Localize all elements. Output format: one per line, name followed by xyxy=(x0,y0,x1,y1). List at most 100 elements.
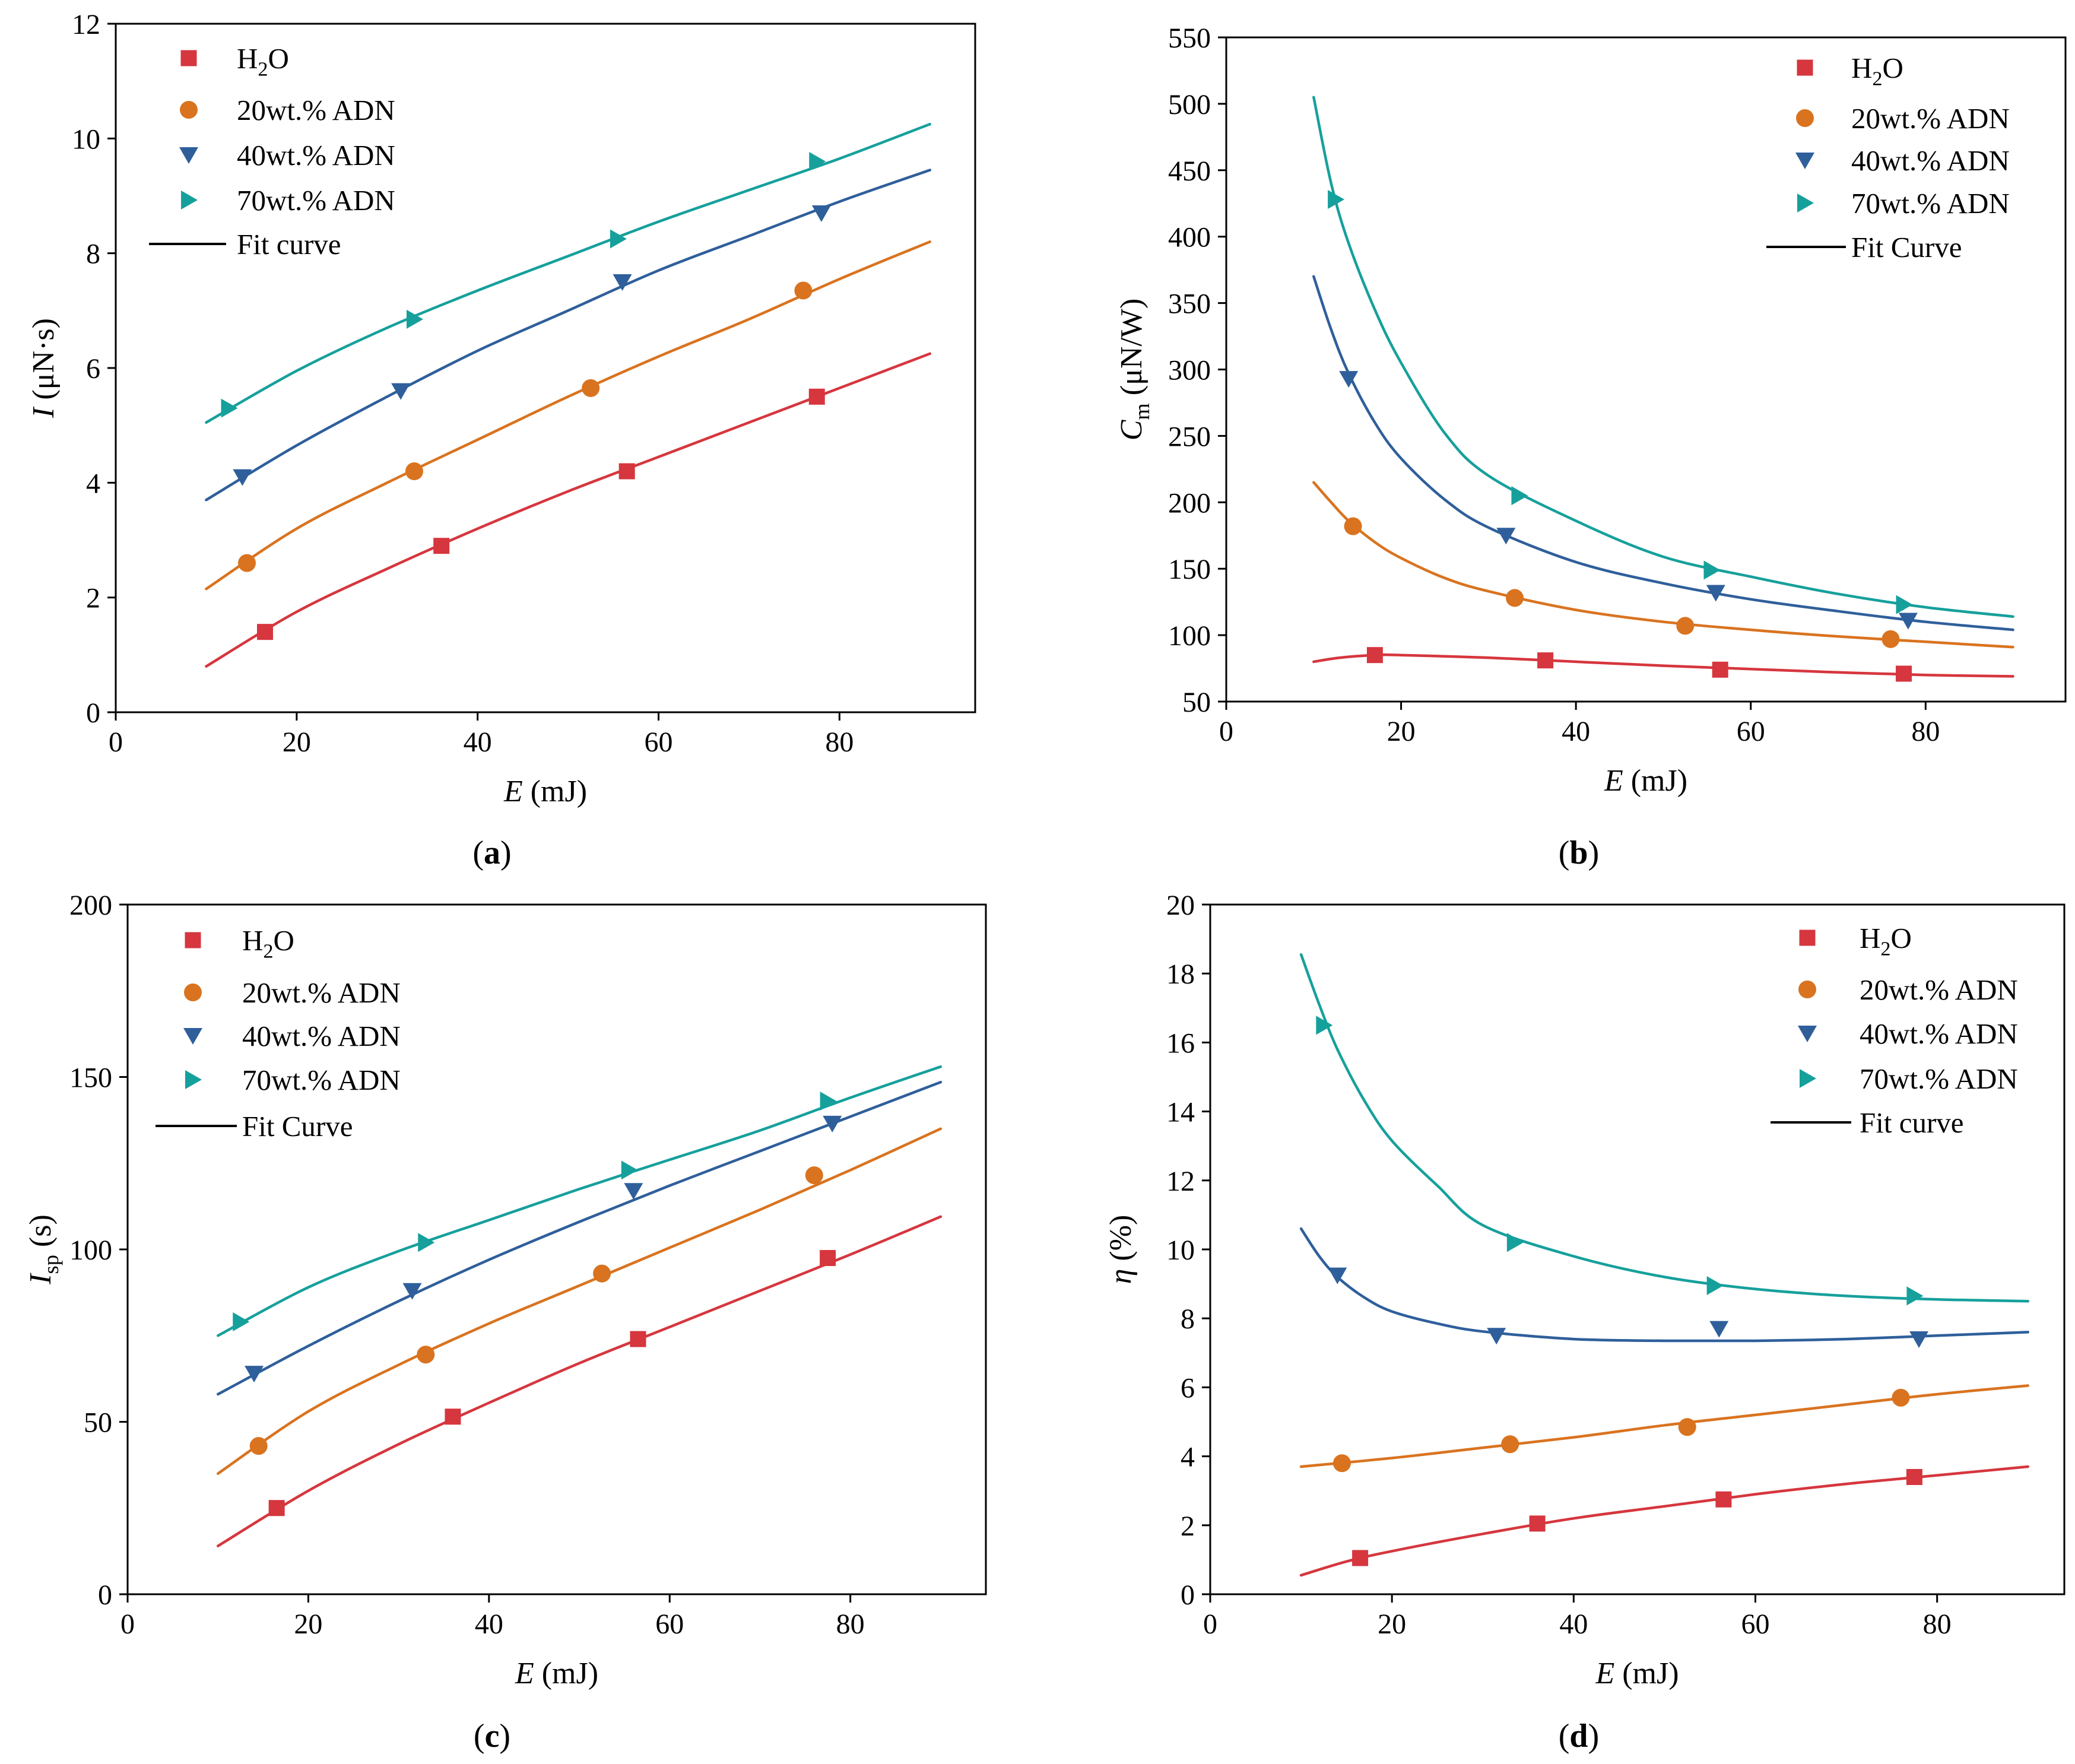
marker-40wt-adn-3 xyxy=(624,1183,643,1200)
x-axis: 0 20 40 60 80 xyxy=(1219,702,1940,747)
legend-label: H xyxy=(1860,922,1880,954)
y-tick-label: 100 xyxy=(1168,620,1211,652)
legend-marker-h2o xyxy=(1799,929,1816,946)
x-axis-label: E (mJ) xyxy=(503,775,587,808)
marker-40wt-adn-2 xyxy=(402,1283,422,1300)
fit-curve-h2o xyxy=(1299,1465,2030,1577)
legend-marker-70wt-adn xyxy=(181,191,198,210)
x-tick-label: 0 xyxy=(109,726,123,758)
legend-entry-40wt-adn: 40wt.% ADN xyxy=(1795,144,2010,177)
fit-curve-40wt-adn xyxy=(205,169,932,502)
marker-h2o-4 xyxy=(1896,665,1912,682)
marker-70wt-adn-2 xyxy=(1506,1233,1524,1252)
legend-marker-70wt-adn xyxy=(1797,193,1814,212)
marker-40wt-adn-2 xyxy=(1487,1328,1506,1345)
marker-70wt-adn-3 xyxy=(610,229,627,249)
y-axis-label: I (μN·s) xyxy=(27,318,61,418)
marker-40wt-adn-1 xyxy=(1339,371,1359,388)
marker-20wt-adn-4 xyxy=(794,281,813,300)
legend: H2O 20wt.% ADN 40wt.% ADN 70wt.% ADN Fit cur… xyxy=(149,42,395,261)
legend-text-70wt-adn: 70wt.% ADN xyxy=(237,184,395,217)
x-tick-label: 0 xyxy=(120,1608,135,1640)
marker-h2o-4 xyxy=(808,388,825,405)
fit-curve-20wt-adn xyxy=(1299,1384,2030,1468)
legend-entry-h2o: H2O xyxy=(1797,52,1903,90)
legend-text-h2o: H2O xyxy=(237,42,289,80)
y-tick-label: 0 xyxy=(1181,1579,1195,1611)
y-tick-label: 350 xyxy=(1168,288,1211,320)
y-tick-label: 4 xyxy=(86,468,100,499)
panel-label-letter: b xyxy=(1569,835,1588,871)
y-tick-label: 12 xyxy=(1166,1166,1195,1197)
fit-curve-70wt-adn xyxy=(1299,953,2030,1303)
marker-h2o-3 xyxy=(618,463,635,480)
panel-label-letter: c xyxy=(485,1718,500,1755)
marker-70wt-adn-1 xyxy=(1316,1016,1333,1035)
x-tick-label: 80 xyxy=(825,726,854,758)
legend-label: H xyxy=(1851,52,1872,84)
legend-text-70wt-adn: 70wt.% ADN xyxy=(242,1064,401,1096)
marker-h2o-1 xyxy=(268,1500,285,1516)
legend-entry-h2o: H2O xyxy=(185,924,294,962)
x-tick-label: 60 xyxy=(655,1608,684,1640)
marker-h2o-2 xyxy=(1529,1515,1546,1532)
marker-20wt-adn-4 xyxy=(1892,1388,1910,1407)
legend-label: H xyxy=(242,924,263,957)
y-tick-label: 8 xyxy=(1181,1303,1195,1335)
series-40wt-adn xyxy=(205,169,932,502)
panel-label-close: ) xyxy=(1588,1718,1600,1755)
x-tick-label: 20 xyxy=(1378,1608,1406,1640)
legend-entry-40wt-adn: 40wt.% ADN xyxy=(183,1020,401,1052)
series-h2o xyxy=(205,352,932,668)
marker-40wt-adn-1 xyxy=(245,1366,264,1383)
series-70wt-adn xyxy=(205,122,932,424)
panel-label-open: ( xyxy=(472,835,484,871)
legend-label-subscript: 2 xyxy=(258,58,268,80)
marker-40wt-adn-2 xyxy=(391,383,411,400)
y-axis-unit: (%) xyxy=(1104,1215,1138,1269)
y-tick-label: 10 xyxy=(72,123,100,155)
y-tick-label: 300 xyxy=(1168,355,1211,386)
y-tick-label: 20 xyxy=(1166,890,1195,921)
marker-70wt-adn-2 xyxy=(418,1233,435,1252)
y-axis-unit: (μN/W) xyxy=(1115,299,1148,404)
marker-70wt-adn-2 xyxy=(406,309,423,329)
y-tick-label: 14 xyxy=(1166,1097,1195,1128)
x-axis-label: E (mJ) xyxy=(515,1657,598,1690)
y-axis: 0 2 4 6 8 10 12 xyxy=(72,9,116,729)
x-tick-label: 20 xyxy=(283,726,311,758)
y-tick-label: 6 xyxy=(1181,1372,1195,1404)
legend-label-rest: O xyxy=(1883,52,1903,84)
panel-label: (c) xyxy=(474,1718,510,1755)
legend-marker-h2o xyxy=(180,50,197,66)
legend-entry-70wt-adn: 70wt.% ADN xyxy=(185,1064,401,1096)
legend-label: 70wt.% ADN xyxy=(1860,1062,2018,1095)
legend-label: 40wt.% ADN xyxy=(237,139,395,172)
panel-label: (d) xyxy=(1559,1718,1599,1755)
marker-70wt-adn-4 xyxy=(1896,595,1913,614)
x-tick-label: 60 xyxy=(1737,716,1765,747)
marker-40wt-adn-4 xyxy=(811,205,831,222)
legend-label: 40wt.% ADN xyxy=(1851,144,2010,177)
y-axis: 50 100 150 200 250 300 350 400 450 500 550 xyxy=(1168,23,1226,718)
x-tick-label: 40 xyxy=(475,1608,503,1640)
y-tick-label: 200 xyxy=(1168,487,1211,519)
legend-text-40wt-adn: 40wt.% ADN xyxy=(1851,144,2010,177)
series-70wt-adn xyxy=(1299,953,2030,1306)
fit-curve-20wt-adn xyxy=(1312,481,2014,649)
legend-entry-70wt-adn: 70wt.% ADN xyxy=(1797,187,2010,220)
marker-h2o-2 xyxy=(445,1408,461,1425)
legend-text-40wt-adn: 40wt.% ADN xyxy=(237,139,395,172)
legend-marker-20wt-adn xyxy=(1798,981,1816,998)
y-tick-label: 12 xyxy=(72,9,100,40)
fit-curve-h2o xyxy=(216,1215,943,1547)
x-tick-label: 80 xyxy=(1923,1608,1952,1640)
y-axis-symbol: η xyxy=(1104,1269,1138,1284)
x-axis-unit: (mJ) xyxy=(523,775,587,808)
legend-marker-20wt-adn xyxy=(1796,109,1814,127)
legend-label: 70wt.% ADN xyxy=(237,184,395,217)
legend-label: H xyxy=(237,42,258,75)
legend-entry-fit: Fit Curve xyxy=(156,1110,353,1143)
x-tick-label: 60 xyxy=(1741,1608,1770,1640)
